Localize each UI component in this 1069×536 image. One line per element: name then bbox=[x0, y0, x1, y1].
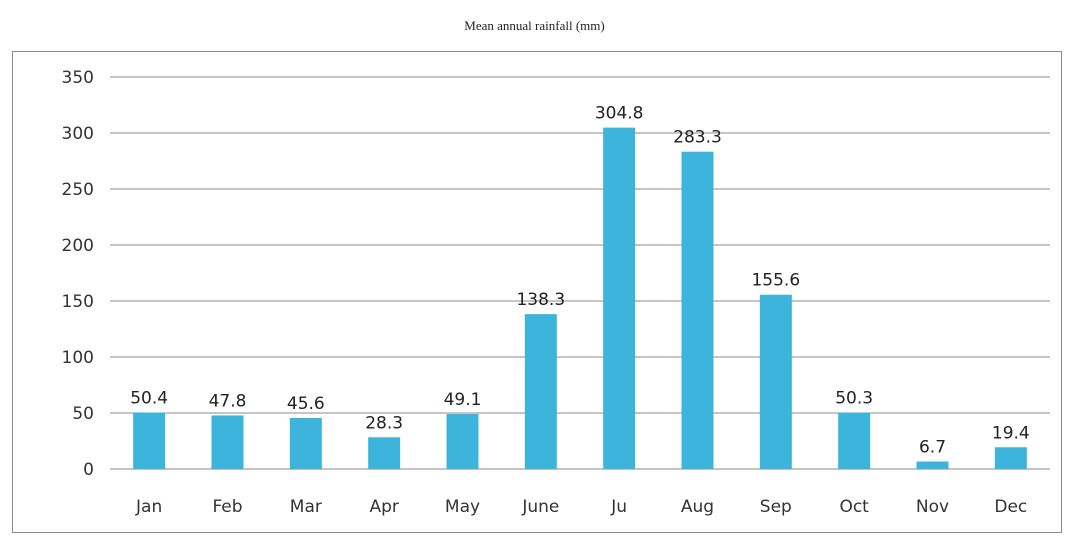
data-labels: 50.4 47.8 45.6 28.3 49.1 138.3 304.8 283.3 155.6… bbox=[130, 104, 1030, 458]
data-label: 155.6 bbox=[751, 271, 800, 291]
y-tick-label: 100 bbox=[62, 348, 94, 368]
bar bbox=[211, 415, 244, 469]
x-axis-ticks: Jan Feb Mar Apr May June Ju Aug Sep Oct Nov Dec bbox=[135, 497, 1027, 517]
gridlines bbox=[110, 76, 1050, 470]
y-tick-label: 250 bbox=[62, 180, 94, 200]
bar bbox=[681, 151, 714, 470]
data-label: 304.8 bbox=[595, 104, 644, 124]
plot-frame bbox=[12, 51, 1062, 533]
bar bbox=[838, 412, 871, 469]
x-tick-label: Aug bbox=[681, 497, 714, 517]
data-label: 28.3 bbox=[365, 413, 403, 433]
x-tick-label: Jan bbox=[135, 497, 162, 517]
x-tick-label: Mar bbox=[290, 497, 322, 517]
data-label: 138.3 bbox=[516, 290, 565, 310]
data-label: 283.3 bbox=[673, 128, 722, 148]
y-axis-ticks: 0 50 100 150 200 250 300 350 bbox=[62, 68, 94, 480]
x-tick-label: May bbox=[445, 497, 480, 517]
x-tick-label: Dec bbox=[994, 497, 1027, 517]
bar bbox=[446, 414, 479, 469]
y-tick-label: 200 bbox=[62, 236, 94, 256]
x-tick-label: Feb bbox=[212, 497, 242, 517]
bar bbox=[603, 127, 636, 470]
data-label: 47.8 bbox=[209, 391, 247, 411]
x-tick-label: Oct bbox=[839, 497, 869, 517]
y-tick-label: 350 bbox=[62, 68, 94, 88]
y-tick-label: 0 bbox=[83, 460, 94, 480]
data-label: 19.4 bbox=[992, 423, 1030, 443]
bar bbox=[133, 412, 166, 469]
chart-title: Mean annual rainfall (mm) bbox=[464, 18, 605, 33]
data-label: 49.1 bbox=[444, 390, 482, 410]
bar bbox=[916, 461, 949, 469]
bar bbox=[759, 294, 792, 469]
data-label: 6.7 bbox=[919, 437, 946, 457]
data-label: 50.3 bbox=[835, 389, 873, 409]
x-tick-label: Apr bbox=[369, 497, 398, 517]
bars bbox=[133, 127, 1027, 470]
y-tick-label: 50 bbox=[72, 404, 94, 424]
bar bbox=[368, 437, 401, 469]
data-label: 50.4 bbox=[130, 389, 168, 409]
bar bbox=[524, 314, 557, 469]
bar bbox=[289, 417, 322, 469]
bar bbox=[994, 447, 1027, 469]
x-tick-label: June bbox=[521, 497, 559, 517]
data-label: 45.6 bbox=[287, 394, 325, 414]
x-tick-label: Ju bbox=[610, 497, 627, 517]
x-tick-label: Nov bbox=[916, 497, 949, 517]
x-tick-label: Sep bbox=[760, 497, 792, 517]
y-tick-label: 150 bbox=[62, 292, 94, 312]
y-tick-label: 300 bbox=[62, 124, 94, 144]
